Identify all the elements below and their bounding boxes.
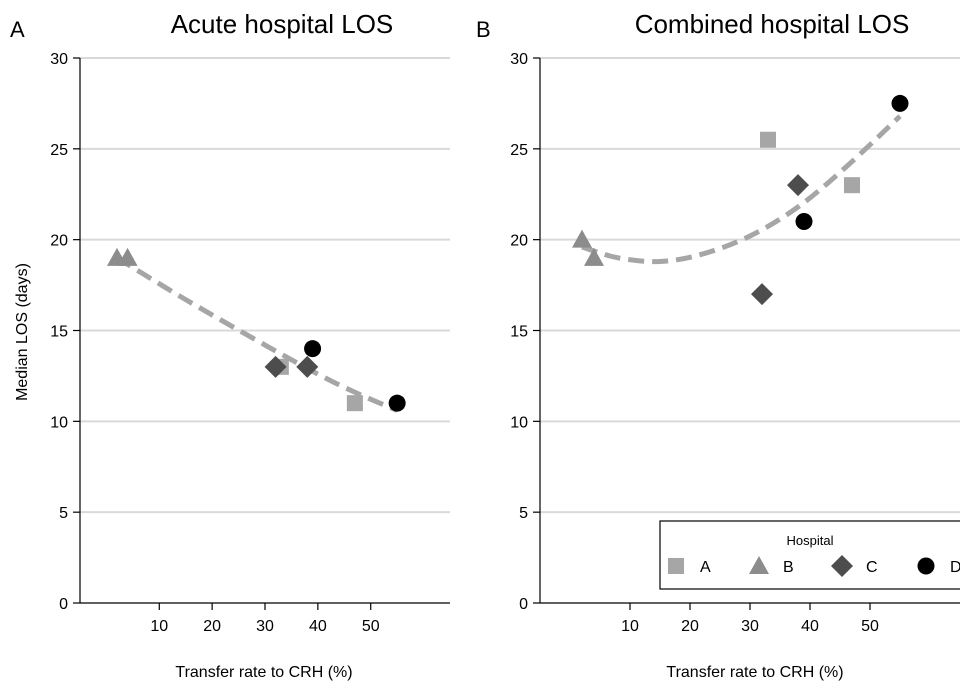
- panel-b-point-d: [891, 94, 909, 112]
- panel-b-y-tick-label: 20: [510, 233, 528, 250]
- panel-a-x-tick-label: 50: [362, 618, 380, 635]
- panel-b-y-tick-label: 25: [510, 142, 528, 159]
- panel-a-x-tick-label: 10: [150, 618, 168, 635]
- legend-label-d: D: [950, 559, 960, 576]
- legend-box: [659, 520, 960, 590]
- legend: Hospital A B C D: [659, 520, 960, 590]
- panel-b-title: Combined hospital LOS: [635, 9, 910, 39]
- panel-a-point-a: [346, 395, 363, 412]
- panel-a-point-d: [304, 340, 322, 358]
- panel-b-point-a: [760, 131, 776, 148]
- panel-a-point-c: [264, 355, 287, 378]
- legend-label-a: A: [700, 559, 711, 576]
- panel-a-point-b: [117, 247, 138, 266]
- panel-b-point-b: [572, 229, 592, 248]
- panel-a-y-axis-title: Median LOS (days): [14, 263, 31, 401]
- panel-b: B Combined hospital LOS Transfer rate to…: [476, 9, 960, 681]
- panel-a: A Acute hospital LOS Median LOS (days) T…: [10, 9, 450, 681]
- panel-b-x-axis-title: Transfer rate to CRH (%): [666, 664, 843, 681]
- legend-marker-b: [749, 556, 769, 574]
- legend-marker-d: [917, 557, 935, 575]
- panel-a-y-tick-label: 20: [50, 233, 68, 250]
- panel-letter-a: A: [10, 17, 25, 42]
- panel-b-y-tick-label: 5: [519, 505, 528, 522]
- panel-a-x-axis-title: Transfer rate to CRH (%): [175, 664, 352, 681]
- panel-a-y-tick-label: 25: [50, 142, 68, 159]
- panel-a-y-tick-label: 5: [59, 505, 68, 522]
- legend-label-c: C: [866, 559, 878, 576]
- legend-marker-a: [668, 558, 684, 574]
- legend-label-b: B: [783, 559, 794, 576]
- panel-b-fit-curve: [581, 114, 902, 265]
- panel-b-x-tick-label: 40: [801, 618, 819, 635]
- panel-a-y-tick-label: 10: [50, 414, 68, 431]
- panel-b-y-tick-label: 0: [519, 596, 528, 613]
- panel-b-point-c: [787, 174, 809, 197]
- panel-b-y-tick-label: 15: [510, 324, 528, 341]
- panel-a-y-tick-label: 0: [59, 596, 68, 613]
- panel-b-x-tick-label: 30: [741, 618, 759, 635]
- panel-a-y-tick-label: 30: [50, 51, 68, 68]
- panel-b-y-tick-label: 10: [510, 414, 528, 431]
- panel-letter-b: B: [476, 17, 491, 42]
- panel-b-x-tick-label: 10: [621, 618, 639, 635]
- panel-b-x-tick-label: 50: [861, 618, 879, 635]
- legend-marker-c: [831, 555, 853, 577]
- panel-b-point-c: [751, 283, 773, 306]
- panel-a-x-tick-label: 30: [256, 618, 274, 635]
- legend-title: Hospital: [787, 533, 834, 548]
- panel-b-point-b: [584, 247, 604, 266]
- panel-a-x-tick-label: 20: [203, 618, 221, 635]
- panel-b-point-d: [795, 213, 813, 230]
- panel-a-title: Acute hospital LOS: [171, 9, 394, 39]
- panel-a-y-tick-label: 15: [50, 324, 68, 341]
- panel-b-point-a: [844, 177, 860, 194]
- panel-a-point-c: [296, 355, 319, 378]
- panel-a-fit-curve: [115, 255, 399, 413]
- panel-a-x-tick-label: 40: [309, 618, 327, 635]
- panel-a-point-d: [388, 394, 406, 412]
- panel-b-y-tick-label: 30: [510, 51, 528, 68]
- panel-b-x-tick-label: 20: [681, 618, 699, 635]
